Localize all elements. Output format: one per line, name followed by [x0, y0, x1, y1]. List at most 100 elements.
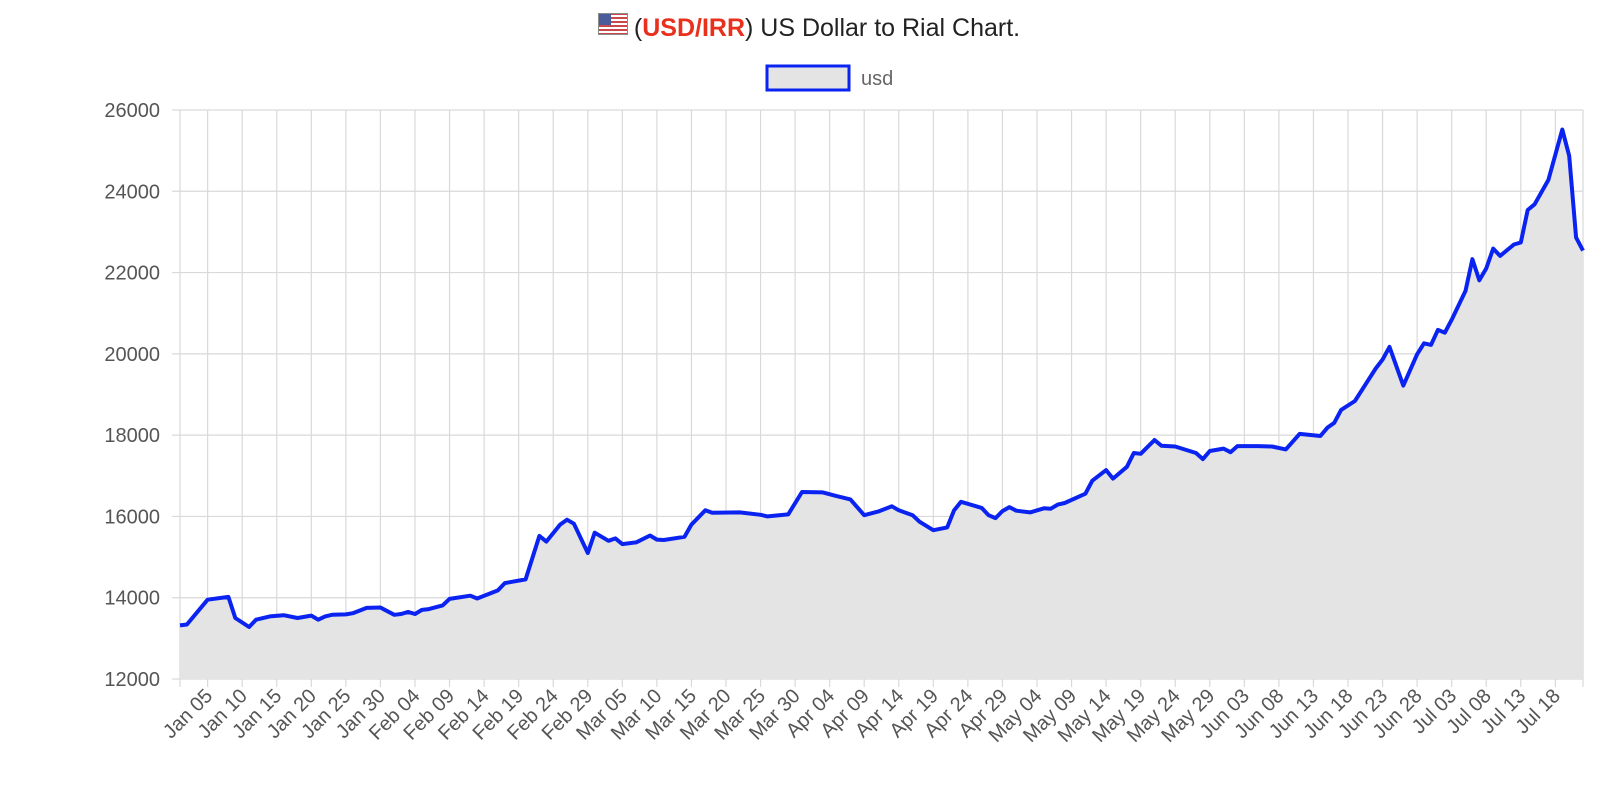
data-point	[428, 609, 429, 610]
y-tick-label: 16000	[104, 506, 160, 528]
data-point	[760, 514, 761, 515]
data-point	[954, 510, 955, 511]
y-tick-label: 26000	[104, 100, 160, 122]
data-point	[1223, 448, 1224, 449]
data-point	[822, 492, 823, 493]
data-point	[477, 598, 478, 599]
data-point	[1161, 445, 1162, 446]
data-point	[567, 519, 568, 520]
data-point	[739, 512, 740, 513]
data-point	[691, 524, 692, 525]
data-point	[1237, 446, 1238, 447]
data-point	[449, 598, 450, 599]
data-point	[318, 619, 319, 620]
data-point	[366, 607, 367, 608]
data-point	[684, 536, 685, 537]
data-point	[1465, 290, 1466, 291]
y-tick-label: 22000	[104, 263, 160, 285]
data-point	[1154, 440, 1155, 441]
data-point	[1202, 459, 1203, 460]
data-point	[415, 614, 416, 615]
data-point	[283, 615, 284, 616]
data-point	[1548, 179, 1549, 180]
data-point	[332, 614, 333, 615]
data-point	[705, 510, 706, 511]
data-point	[636, 542, 637, 543]
data-point	[1258, 446, 1259, 447]
data-point	[1299, 433, 1300, 434]
data-point	[560, 524, 561, 525]
data-point	[1375, 368, 1376, 369]
data-point	[608, 540, 609, 541]
data-point	[788, 514, 789, 515]
data-point	[1472, 259, 1473, 260]
data-point	[442, 605, 443, 606]
data-point	[1569, 155, 1570, 156]
data-point	[1043, 508, 1044, 509]
data-point	[1520, 242, 1521, 243]
data-point	[1382, 359, 1383, 360]
y-axis: 12000 14000 16000 18000 20000 22000 24000 26000	[104, 100, 160, 691]
data-point	[1354, 401, 1355, 402]
data-point	[1500, 255, 1501, 256]
data-point	[988, 515, 989, 516]
data-point	[470, 595, 471, 596]
data-point	[1009, 507, 1010, 508]
data-point	[1175, 446, 1176, 447]
data-point	[947, 527, 948, 528]
data-point	[622, 544, 623, 545]
data-point	[802, 492, 803, 493]
data-point	[594, 532, 595, 533]
data-point	[1285, 449, 1286, 450]
legend[interactable]: usd	[765, 64, 893, 92]
data-point	[394, 614, 395, 615]
data-point	[249, 627, 250, 628]
legend-swatch-usd[interactable]	[765, 64, 851, 92]
data-point	[297, 618, 298, 619]
y-tick-label: 24000	[104, 181, 160, 203]
data-point	[311, 615, 312, 616]
data-point	[256, 619, 257, 620]
data-point	[497, 590, 498, 591]
data-point	[525, 579, 526, 580]
data-point	[1064, 503, 1065, 504]
data-point	[898, 510, 899, 511]
data-point	[1562, 129, 1563, 130]
data-point	[228, 596, 229, 597]
data-point	[878, 511, 879, 512]
data-point	[1486, 268, 1487, 269]
data-point	[1085, 493, 1086, 494]
data-point	[1341, 409, 1342, 410]
data-point	[1424, 343, 1425, 344]
data-point	[380, 607, 381, 608]
y-tick-label: 14000	[104, 588, 160, 610]
data-point	[836, 496, 837, 497]
data-point	[663, 540, 664, 541]
legend-label-usd[interactable]: usd	[861, 68, 893, 90]
data-point	[1479, 280, 1480, 281]
data-point	[891, 506, 892, 507]
data-point	[1113, 478, 1114, 479]
data-point	[1431, 344, 1432, 345]
y-tick-label: 18000	[104, 425, 160, 447]
data-point	[539, 535, 540, 536]
data-point	[1527, 210, 1528, 211]
data-point	[235, 618, 236, 619]
y-tick-label: 12000	[104, 669, 160, 691]
title-prefix: (	[633, 14, 643, 42]
data-point	[1133, 453, 1134, 454]
data-point	[1106, 470, 1107, 471]
data-point	[981, 507, 982, 508]
data-point	[1417, 354, 1418, 355]
data-point	[1016, 510, 1017, 511]
data-point	[504, 583, 505, 584]
data-point	[1320, 436, 1321, 437]
data-point	[1126, 466, 1127, 467]
data-point	[1002, 511, 1003, 512]
data-point	[186, 624, 187, 625]
data-point	[864, 515, 865, 516]
data-point	[712, 512, 713, 513]
data-point	[1030, 512, 1031, 513]
data-point	[1272, 446, 1273, 447]
